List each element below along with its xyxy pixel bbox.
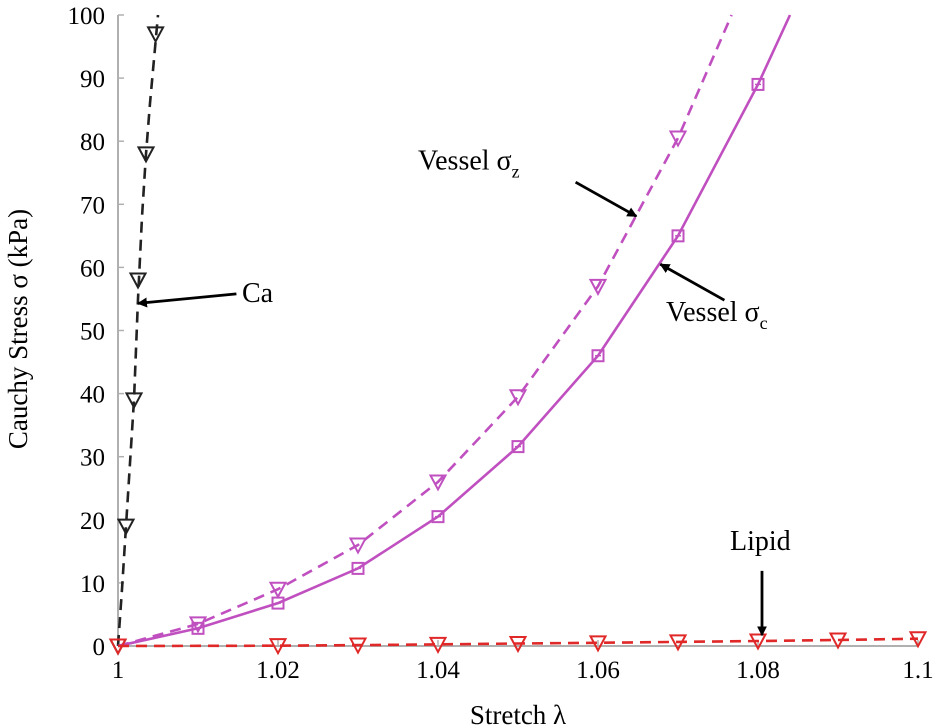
x-tick-label: 1.04 bbox=[416, 657, 460, 684]
annotation-label-ca: Ca bbox=[242, 278, 274, 309]
y-tick-label: 90 bbox=[80, 66, 105, 93]
annotation-arrow-ca bbox=[137, 292, 237, 308]
marker-triangle-vessel-z bbox=[188, 616, 208, 634]
marker-triangle-lipid bbox=[588, 635, 608, 653]
marker-triangle-lipid bbox=[508, 635, 528, 654]
marker-triangle-lipid bbox=[268, 638, 288, 656]
marker-square-vessel-c bbox=[431, 510, 445, 524]
marker-triangle-ca bbox=[146, 26, 165, 44]
annotation-vessel-sz: Vessel σz bbox=[418, 146, 638, 218]
y-axis-title: Cauchy Stress σ (kPa) bbox=[3, 209, 33, 449]
x-tick-label: 1.06 bbox=[576, 657, 620, 684]
marker-square-vessel-c bbox=[751, 77, 765, 91]
marker-square-vessel-c bbox=[511, 440, 525, 454]
annotation-vessel-sc: Vessel σc bbox=[659, 263, 768, 333]
marker-triangle-lipid bbox=[668, 634, 688, 652]
marker-triangle-ca bbox=[136, 146, 156, 164]
y-tick-label: 20 bbox=[80, 508, 105, 535]
y-tick-label: 100 bbox=[68, 3, 106, 30]
marker-triangle-lipid bbox=[428, 636, 448, 655]
annotation-label-vessel-sc: Vessel σc bbox=[666, 297, 768, 333]
y-tick-label: 80 bbox=[80, 129, 105, 156]
marker-triangle-vessel-z bbox=[268, 581, 288, 599]
annotation-text: Lipid bbox=[730, 526, 791, 557]
y-tick-label: 30 bbox=[80, 445, 105, 472]
series-vessel-c bbox=[117, 14, 792, 648]
marker-square-vessel-c bbox=[591, 349, 605, 363]
y-tick-label: 70 bbox=[80, 192, 105, 219]
x-tick-label: 1.1 bbox=[902, 657, 933, 684]
marker-triangle-vessel-z bbox=[348, 537, 368, 555]
x-tick-label: 1.02 bbox=[256, 657, 300, 684]
series-line-lipid bbox=[117, 637, 919, 648]
annotation-text: Vessel σ bbox=[666, 297, 760, 328]
marker-triangle-ca bbox=[116, 518, 136, 536]
marker-triangle-ca bbox=[128, 272, 148, 290]
marker-triangle-lipid bbox=[828, 632, 848, 650]
series-group bbox=[108, 14, 928, 656]
y-tick-label: 50 bbox=[80, 319, 105, 346]
x-tick-label: 1.08 bbox=[736, 657, 780, 684]
annotation-lipid: Lipid bbox=[730, 526, 791, 637]
series-lipid bbox=[108, 631, 928, 656]
y-tick-label: 0 bbox=[93, 634, 106, 661]
marker-triangle-lipid bbox=[108, 638, 128, 656]
marker-triangle-ca bbox=[124, 392, 144, 410]
annotation-text: Vessel σ bbox=[418, 146, 512, 177]
annotation-label-lipid: Lipid bbox=[730, 526, 791, 557]
y-tick-label: 40 bbox=[80, 382, 105, 409]
y-tick-label: 60 bbox=[80, 255, 105, 282]
annotation-arrow-vessel-sz bbox=[574, 180, 638, 218]
x-tick-label: 1 bbox=[112, 657, 125, 684]
marker-square-vessel-c bbox=[671, 229, 685, 243]
series-vessel-z bbox=[117, 14, 733, 648]
marker-triangle-lipid bbox=[348, 637, 368, 655]
annotation-ca: Ca bbox=[137, 278, 274, 309]
series-line-vessel-c bbox=[117, 14, 792, 648]
y-tick-label: 10 bbox=[80, 571, 105, 598]
annotation-label-vessel-sz: Vessel σz bbox=[418, 146, 520, 182]
marker-triangle-lipid bbox=[908, 631, 928, 649]
axes: 1 1.02 1.04 1.06 1.08 1.1 0 10 20 30 40 50 60 70 80 90 1… bbox=[68, 3, 934, 684]
marker-triangle-vessel-z bbox=[428, 474, 448, 492]
annotation-arrow-vessel-sc bbox=[659, 263, 726, 302]
marker-triangle-vessel-z bbox=[588, 278, 608, 296]
marker-square-vessel-c bbox=[191, 621, 205, 635]
series-line-vessel-z bbox=[117, 14, 733, 648]
annotation-subscript: c bbox=[760, 313, 768, 333]
annotation-text: Ca bbox=[242, 278, 274, 309]
marker-triangle-vessel-z bbox=[668, 130, 688, 148]
annotation-subscript: z bbox=[512, 162, 520, 182]
marker-square-vessel-c bbox=[271, 596, 285, 610]
marker-triangle-vessel-z bbox=[508, 389, 528, 407]
x-axis-title: Stretch λ bbox=[470, 700, 566, 728]
marker-square-vessel-c bbox=[351, 561, 365, 575]
